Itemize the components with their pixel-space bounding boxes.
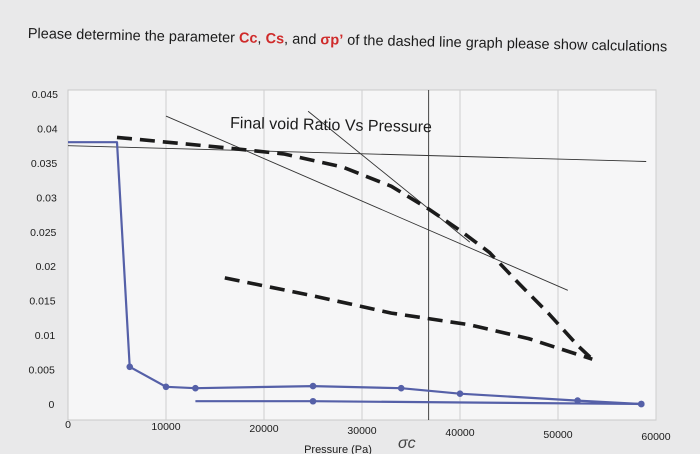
y-tick-label-0: 0 xyxy=(49,399,55,411)
y-tick-label-1: 0.005 xyxy=(29,365,55,377)
series-1-point-2 xyxy=(638,400,645,408)
x-tick-label-4: 40000 xyxy=(445,427,474,439)
x-tick-label-3: 30000 xyxy=(347,425,376,437)
series-0-point-3 xyxy=(162,383,170,391)
series-0-point-4 xyxy=(192,384,199,392)
x-tick-label-6: 60000 xyxy=(641,431,670,443)
series-0-point-7 xyxy=(456,390,464,397)
y-tick-label-9: 0.045 xyxy=(32,89,58,101)
series-0-point-2 xyxy=(126,363,134,371)
chart-title: Final void Ratio Vs Pressure xyxy=(230,115,432,136)
x-tick-label-2: 20000 xyxy=(249,423,278,435)
y-axis-ticks: 0 0.005 0.01 0.015 0.02 0.025 0.03 0.035 0.04 0.0… xyxy=(29,89,59,411)
series-layer xyxy=(68,135,645,408)
construction-line-0 xyxy=(165,115,568,291)
construction-line-1 xyxy=(307,110,471,243)
y-tick-label-5: 0.025 xyxy=(30,227,56,239)
y-tick-label-2: 0.01 xyxy=(35,330,56,342)
x-tick-label-0: 0 xyxy=(65,419,71,431)
construction-lines xyxy=(67,90,647,420)
series-1-point-1 xyxy=(309,397,317,405)
x-axis-label: Pressure (Pa) xyxy=(304,444,372,454)
construction-line-2 xyxy=(67,145,647,162)
series-line-0 xyxy=(68,141,642,406)
series-0-point-8 xyxy=(574,397,581,404)
x-tick-label-1: 10000 xyxy=(151,421,180,433)
handwritten-annotation: σc xyxy=(398,435,416,452)
grid xyxy=(165,90,657,420)
series-line-3 xyxy=(224,276,593,361)
x-axis-ticks: 0 10000 20000 30000 40000 50000 60000 xyxy=(65,419,671,443)
series-0-point-5 xyxy=(309,382,317,390)
series-line-2 xyxy=(116,135,594,361)
y-tick-label-7: 0.035 xyxy=(31,158,57,170)
y-tick-label-6: 0.03 xyxy=(36,192,57,204)
y-tick-label-8: 0.04 xyxy=(37,123,58,135)
series-0-point-6 xyxy=(397,384,405,392)
y-tick-label-4: 0.02 xyxy=(36,261,57,273)
y-tick-label-3: 0.015 xyxy=(29,296,55,308)
x-tick-label-5: 50000 xyxy=(543,429,572,441)
